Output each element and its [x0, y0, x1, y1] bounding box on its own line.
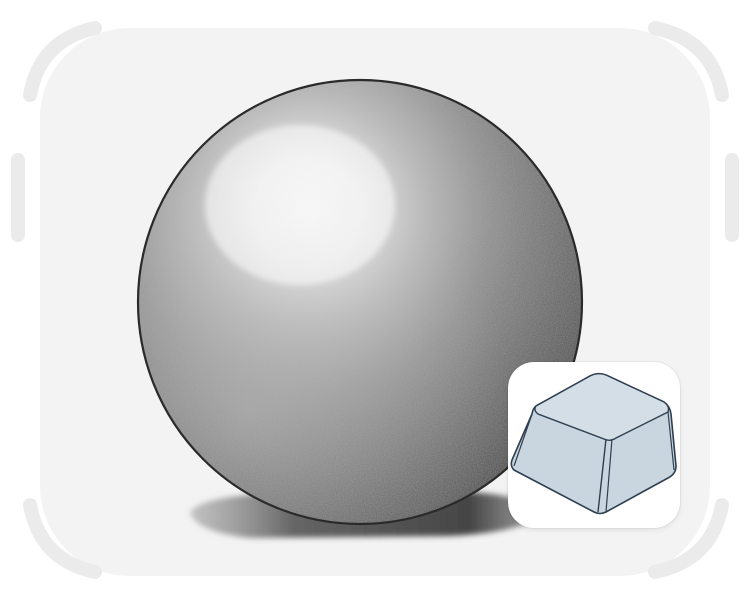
sphere: [136, 78, 584, 526]
keycap-inset-card: [508, 362, 680, 528]
decorative-frame: [11, 21, 739, 579]
keycap-icon: [510, 372, 677, 515]
